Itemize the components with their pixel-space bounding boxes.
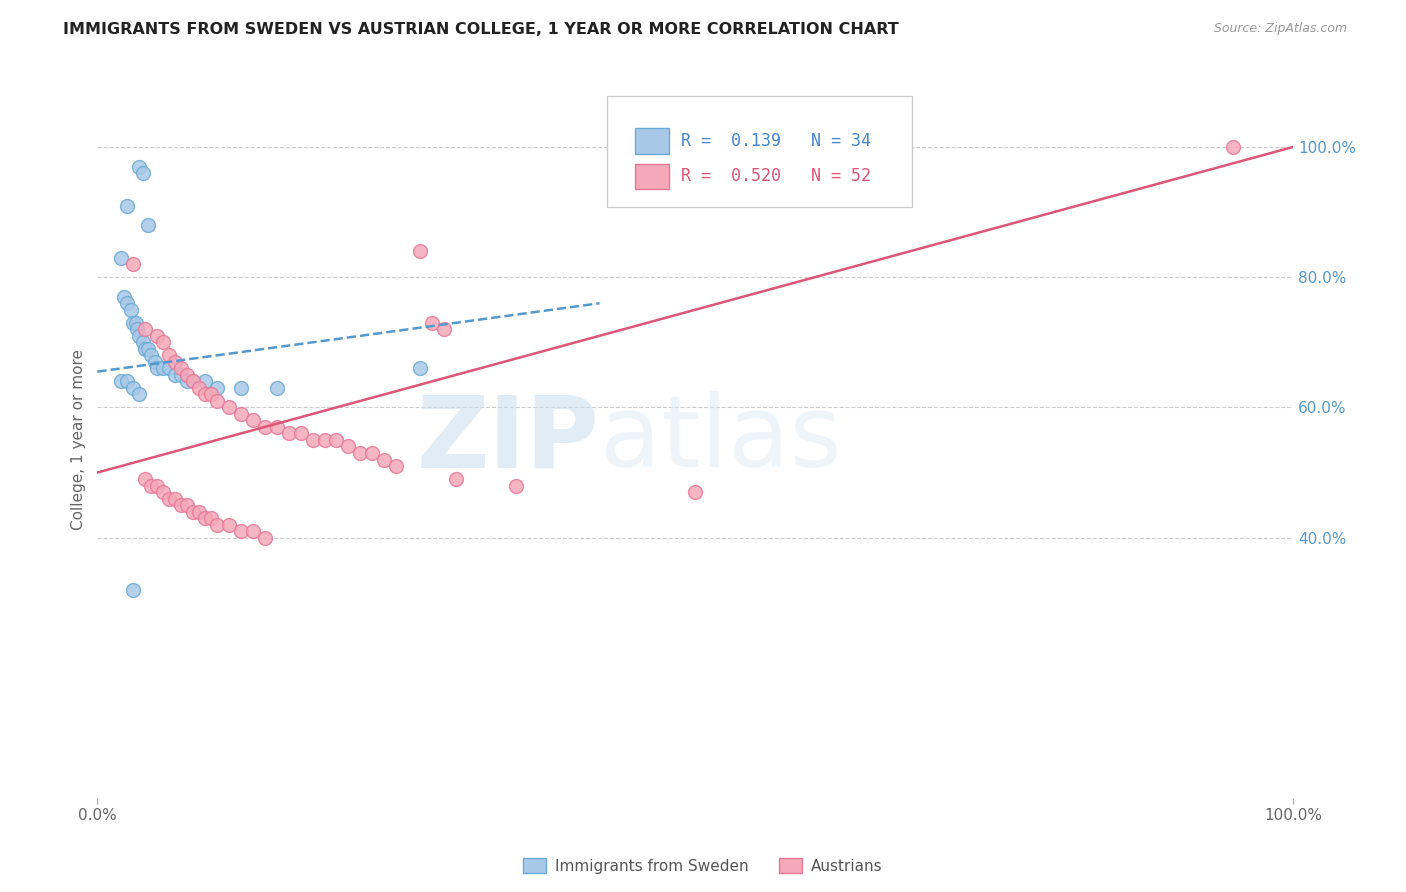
Point (337, 440, 360, 454)
Point (112, 290, 135, 304)
Point (157, 491, 180, 506)
Point (146, 478, 169, 492)
Text: IMMIGRANTS FROM SWEDEN VS AUSTRIAN COLLEGE, 1 YEAR OR MORE CORRELATION CHART: IMMIGRANTS FROM SWEDEN VS AUSTRIAN COLLE… (63, 22, 898, 37)
Point (146, 361, 169, 376)
Point (128, 160, 150, 174)
Point (146, 328, 169, 343)
Point (253, 531, 276, 545)
Point (152, 485, 174, 500)
Point (181, 505, 204, 519)
Point (301, 433, 323, 447)
Point (181, 375, 204, 389)
Point (325, 433, 347, 447)
Text: R =  0.520   N = 52: R = 0.520 N = 52 (681, 168, 870, 186)
Point (266, 420, 288, 434)
Point (277, 426, 299, 441)
Point (115, 375, 138, 389)
Point (200, 511, 222, 525)
Point (125, 322, 148, 336)
FancyBboxPatch shape (636, 128, 669, 153)
Point (122, 316, 145, 330)
Point (194, 375, 217, 389)
Point (194, 387, 217, 401)
Point (122, 381, 145, 395)
Point (1222, 140, 1244, 154)
Point (409, 361, 432, 376)
Point (170, 368, 193, 382)
Legend: Immigrants from Sweden, Austrians: Immigrants from Sweden, Austrians (517, 852, 889, 880)
Point (409, 244, 432, 259)
Point (115, 198, 138, 212)
Point (170, 361, 193, 376)
Point (176, 375, 198, 389)
Point (229, 407, 252, 421)
FancyBboxPatch shape (636, 163, 669, 189)
Point (229, 524, 252, 538)
Point (253, 420, 276, 434)
FancyBboxPatch shape (607, 96, 911, 207)
Point (134, 322, 156, 336)
Point (242, 413, 264, 427)
Point (683, 485, 706, 500)
Point (385, 458, 408, 473)
Point (229, 381, 252, 395)
Point (132, 166, 155, 180)
Point (188, 381, 211, 395)
Point (290, 426, 312, 441)
Point (128, 328, 150, 343)
Point (420, 316, 443, 330)
Point (132, 335, 155, 350)
Point (128, 387, 150, 401)
Point (181, 375, 204, 389)
Point (176, 368, 198, 382)
Point (141, 478, 163, 492)
Point (205, 517, 228, 532)
Point (110, 251, 132, 265)
Point (188, 505, 211, 519)
Point (120, 302, 142, 317)
Text: ZIP: ZIP (416, 392, 599, 489)
Point (218, 517, 240, 532)
Point (205, 393, 228, 408)
Point (152, 361, 174, 376)
Point (143, 355, 166, 369)
Point (314, 433, 336, 447)
Point (266, 381, 288, 395)
Point (152, 335, 174, 350)
Point (136, 342, 159, 356)
Point (122, 257, 145, 271)
Point (170, 498, 193, 512)
Point (373, 452, 395, 467)
Point (176, 498, 198, 512)
Point (505, 478, 527, 492)
Point (242, 524, 264, 538)
Point (124, 316, 146, 330)
Text: R =  0.139   N = 34: R = 0.139 N = 34 (681, 132, 870, 150)
Point (110, 375, 132, 389)
Point (115, 296, 138, 310)
Point (444, 472, 467, 486)
Point (200, 387, 222, 401)
Point (136, 218, 159, 232)
Point (157, 361, 180, 376)
Point (165, 368, 187, 382)
Text: Source: ZipAtlas.com: Source: ZipAtlas.com (1213, 22, 1347, 36)
Point (361, 446, 384, 460)
Point (141, 348, 163, 362)
Y-axis label: College, 1 year or more: College, 1 year or more (72, 350, 86, 531)
Point (194, 511, 217, 525)
Text: atlas: atlas (599, 392, 841, 489)
Point (218, 401, 240, 415)
Point (134, 472, 156, 486)
Point (134, 342, 156, 356)
Point (349, 446, 371, 460)
Point (433, 322, 456, 336)
Point (165, 491, 187, 506)
Point (157, 348, 180, 362)
Point (205, 381, 228, 395)
Point (122, 582, 145, 597)
Point (165, 355, 187, 369)
